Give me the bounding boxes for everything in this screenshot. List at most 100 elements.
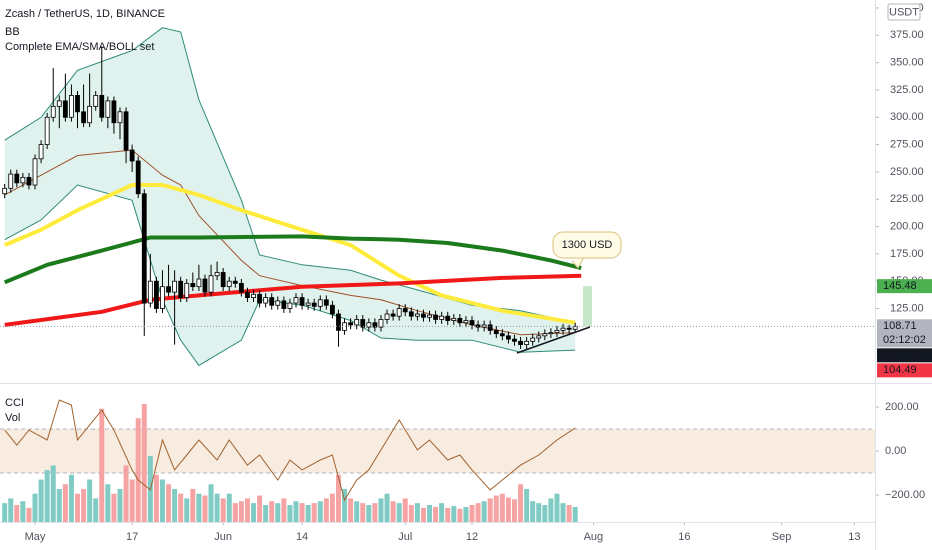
candle-body — [451, 317, 457, 321]
x-tick-label: 14 — [296, 531, 308, 543]
volume-bar — [62, 484, 68, 522]
volume-bar — [384, 493, 390, 522]
moving-average — [3, 183, 576, 325]
volume-bar — [293, 501, 299, 522]
volume-bar — [251, 503, 257, 522]
price-badge-label: 108.71 — [883, 320, 917, 332]
volume-bar — [511, 499, 517, 522]
volume-bar — [32, 493, 38, 522]
volume-bar — [408, 505, 414, 522]
candle-body — [360, 319, 366, 328]
volume-bar — [220, 498, 226, 522]
volume-bar — [505, 497, 511, 522]
volume-bar — [530, 501, 536, 522]
volume-bar — [196, 493, 202, 522]
candle-body — [26, 176, 32, 186]
volume-bar — [287, 505, 293, 522]
bb-lower — [4, 184, 576, 367]
candle-body — [524, 340, 530, 345]
candle-body — [172, 280, 178, 293]
candle-body — [499, 333, 505, 337]
volume-bar — [38, 479, 44, 522]
candle-body — [20, 176, 26, 184]
candle-body — [220, 272, 226, 288]
volume-bar — [566, 505, 572, 522]
candle-body — [493, 329, 499, 335]
indicator-label: Complete EMA/SMA/BOLL set — [5, 41, 154, 53]
y-tick-label: 0.00 — [885, 445, 906, 457]
candle-body — [457, 317, 463, 324]
x-tick-label: 13 — [848, 531, 860, 543]
volume-bar — [560, 503, 566, 522]
candle-body — [69, 95, 74, 118]
bb-fill — [4, 27, 576, 366]
volume-bar — [202, 495, 208, 522]
candle-body — [487, 324, 493, 331]
volume-bar — [129, 479, 135, 522]
candle-body — [384, 313, 390, 320]
unit-label: USDT — [889, 6, 919, 18]
y-tick-label: −200.00 — [885, 489, 925, 501]
candle-body — [214, 272, 220, 277]
candle-body — [348, 322, 354, 326]
candle-body — [44, 116, 50, 145]
candle-body — [572, 325, 578, 330]
candle-body — [323, 299, 329, 306]
volume-bar — [427, 505, 433, 522]
candle-body — [566, 327, 572, 330]
volume-bar — [14, 505, 20, 522]
volume-bar — [439, 503, 445, 522]
volume-bar — [99, 408, 105, 522]
candle-body — [50, 105, 56, 118]
candle-body — [554, 329, 560, 333]
volume-bar — [172, 488, 178, 522]
candle-body — [469, 320, 475, 326]
volume-bar — [335, 474, 341, 522]
volume-bar — [524, 488, 530, 522]
cci-band — [0, 429, 875, 474]
candle-body — [299, 297, 305, 306]
projection-box — [583, 286, 593, 327]
volume-bar — [329, 493, 335, 522]
price-badge-label: 106.41 — [883, 349, 917, 361]
volume-bar — [275, 503, 281, 522]
volume-bar — [208, 484, 214, 522]
candle-body — [105, 100, 111, 118]
candle-body — [81, 111, 86, 124]
volume-bar — [68, 474, 74, 522]
candle-body — [202, 278, 208, 293]
volume-bar — [542, 505, 548, 522]
volume-bar — [2, 503, 8, 522]
candle-body — [421, 313, 426, 318]
volume-bar — [105, 484, 111, 522]
candle-body — [330, 304, 335, 315]
candle-body — [147, 280, 153, 304]
volume-bar — [244, 498, 250, 522]
volume-bar — [372, 503, 378, 522]
trend-line — [516, 326, 591, 354]
x-tick-label: 17 — [126, 531, 138, 543]
candle-body — [305, 302, 311, 306]
volume-bar — [87, 479, 93, 522]
volume-bar — [518, 484, 524, 522]
volume-bar — [93, 498, 99, 522]
volume-bar — [499, 493, 505, 522]
candle-body — [129, 149, 135, 162]
x-tick-label: 12 — [466, 531, 478, 543]
volume-bar — [26, 507, 32, 522]
candle-body — [226, 280, 232, 288]
volume-bar — [311, 503, 317, 522]
volume-bar — [238, 501, 244, 522]
indicator-label: BB — [5, 26, 20, 38]
candle-body — [75, 95, 80, 113]
candle-body — [184, 282, 190, 298]
candle-body — [32, 158, 38, 186]
candle-body — [269, 297, 275, 306]
candle-body — [87, 105, 93, 124]
volume-bar — [281, 498, 287, 522]
volume-bar — [396, 503, 402, 522]
candle-body — [311, 302, 317, 307]
volume-bar — [75, 493, 81, 522]
candle-body — [135, 160, 141, 195]
volume-bar — [536, 503, 542, 522]
